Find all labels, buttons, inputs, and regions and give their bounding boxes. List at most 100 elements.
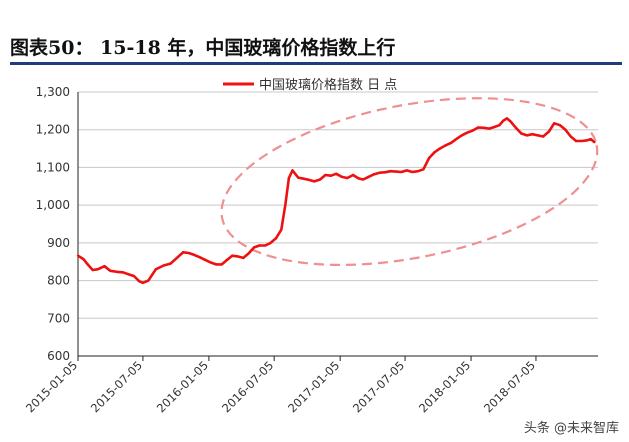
data-point [361,178,365,181]
data-point [214,263,218,266]
data-point [109,269,112,272]
x-tick-label: 2018-01-05 [416,358,473,415]
x-tick-label: 2015-01-05 [23,358,80,415]
data-point [547,130,551,133]
data-point [531,133,534,136]
x-tick-label: 2018-07-05 [481,358,538,415]
data-point [82,257,85,261]
data-point [274,237,278,240]
data-point [589,137,593,141]
data-point [400,170,403,174]
x-tick-label: 2016-07-05 [219,358,276,415]
y-tick-label: 600 [47,349,70,363]
data-point [91,268,94,272]
data-point [242,256,245,260]
data-point [138,280,141,283]
figure-title: 图表50： 15-18 年，中国玻璃价格指数上行 [10,37,396,59]
legend-label: 中国玻璃价格指数 日 点 [259,77,397,93]
data-point [287,176,291,180]
data-point [296,176,300,179]
data-point [383,171,387,174]
data-point [405,169,409,172]
data-point [192,253,196,257]
data-point [564,128,567,131]
data-point [502,119,505,122]
data-point [373,173,376,176]
data-point [280,228,283,231]
data-point [209,261,212,264]
dashed-ellipse-annotation [220,97,599,267]
y-tick-label: 700 [47,311,70,325]
data-point [198,255,201,259]
data-point [147,279,150,282]
y-tick-label: 1,200 [36,123,70,137]
data-point [264,244,267,247]
data-point [416,170,420,173]
y-tick-label: 1,100 [36,160,70,174]
y-tick-label: 900 [47,236,70,250]
x-tick-label: 2017-07-05 [350,358,407,415]
data-point [433,151,436,154]
data-point [427,156,431,160]
data-point [252,246,256,249]
x-tick-label: 2016-01-05 [154,358,211,415]
data-point [449,141,453,145]
data-point [225,258,229,262]
data-point [76,254,80,257]
x-tick-label: 2017-01-05 [285,358,342,415]
data-point [247,252,250,255]
data-point [236,255,239,258]
data-point [394,170,398,173]
data-point [378,171,381,174]
data-point [291,169,294,172]
data-point [525,134,529,137]
data-point [505,117,509,120]
data-point [558,123,562,127]
data-point [313,180,316,183]
data-point [367,175,370,179]
data-point [127,272,130,276]
data-point [176,255,179,259]
data-point [593,140,596,144]
series-line [77,117,596,285]
data-point [541,135,545,138]
data-point [536,134,539,137]
data-point [302,177,305,180]
data-point [569,135,572,138]
data-point [357,177,360,180]
data-point [422,168,425,171]
title-rule [10,62,622,65]
data-point [438,147,442,150]
data-point [181,251,185,254]
data-point [103,265,106,268]
data-point [258,244,261,247]
y-tick-label: 1,300 [36,85,70,99]
data-point [340,175,344,179]
data-point [492,125,496,129]
data-point [488,127,491,130]
data-point [482,126,486,130]
data-point [465,131,469,134]
data-point [335,172,338,176]
data-point [284,203,287,207]
data-point [460,134,463,137]
data-point [141,281,145,285]
data-point [514,126,518,130]
data-point [553,122,556,125]
data-point [132,274,136,278]
y-tick-label: 800 [47,274,70,288]
data-point [411,170,414,174]
data-point [346,176,349,180]
data-point [574,139,578,143]
x-tick-label: 2015-07-05 [88,358,145,415]
data-point [220,263,224,266]
data-point [329,174,333,177]
data-point [471,129,475,132]
data-point [351,173,355,177]
data-point [162,264,165,267]
data-point [520,132,523,135]
data-point [444,144,447,147]
data-point [498,123,501,127]
data-point [187,251,191,255]
data-point [154,268,158,271]
